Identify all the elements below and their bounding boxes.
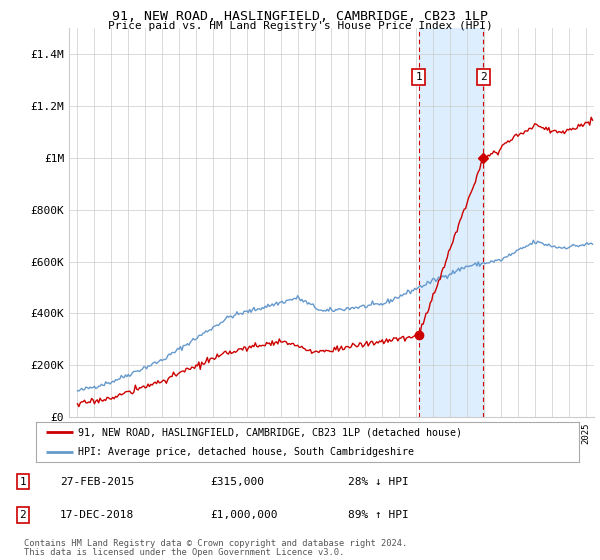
Bar (419, 28, 483, 417)
Text: Contains HM Land Registry data © Crown copyright and database right 2024.: Contains HM Land Registry data © Crown c… (24, 539, 407, 548)
Text: This data is licensed under the Open Government Licence v3.0.: This data is licensed under the Open Gov… (24, 548, 344, 557)
Text: 17-DEC-2018: 17-DEC-2018 (60, 510, 134, 520)
Text: £1,000,000: £1,000,000 (210, 510, 277, 520)
Text: £315,000: £315,000 (210, 477, 264, 487)
Text: 2: 2 (19, 510, 26, 520)
Text: 2: 2 (480, 72, 487, 82)
Text: 91, NEW ROAD, HASLINGFIELD, CAMBRIDGE, CB23 1LP (detached house): 91, NEW ROAD, HASLINGFIELD, CAMBRIDGE, C… (79, 427, 463, 437)
Text: 89% ↑ HPI: 89% ↑ HPI (348, 510, 409, 520)
Text: HPI: Average price, detached house, South Cambridgeshire: HPI: Average price, detached house, Sout… (79, 446, 415, 456)
Text: 91, NEW ROAD, HASLINGFIELD, CAMBRIDGE, CB23 1LP: 91, NEW ROAD, HASLINGFIELD, CAMBRIDGE, C… (112, 10, 488, 23)
Text: 27-FEB-2015: 27-FEB-2015 (60, 477, 134, 487)
Text: 1: 1 (415, 72, 422, 82)
Text: 1: 1 (19, 477, 26, 487)
Text: Price paid vs. HM Land Registry's House Price Index (HPI): Price paid vs. HM Land Registry's House … (107, 21, 493, 31)
Text: 28% ↓ HPI: 28% ↓ HPI (348, 477, 409, 487)
